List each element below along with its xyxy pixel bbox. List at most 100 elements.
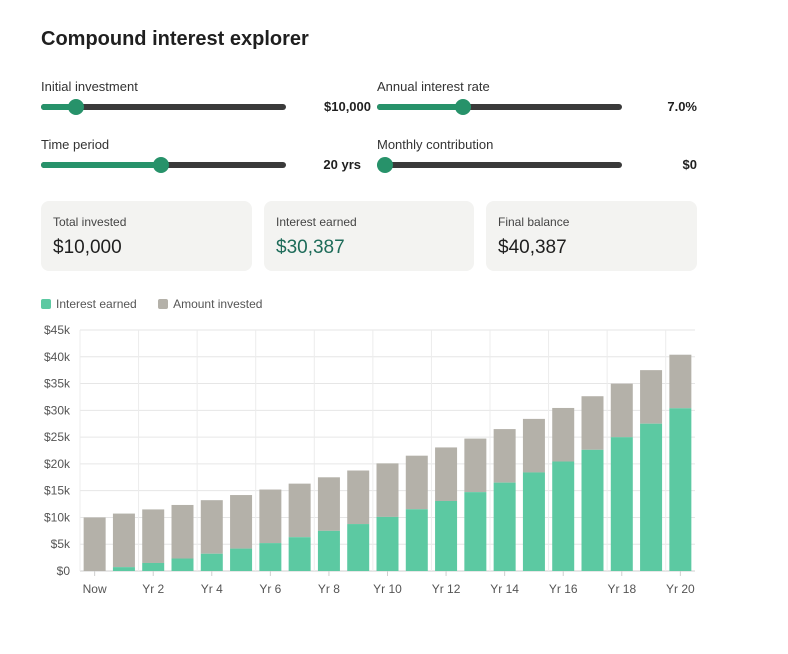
- bar-interest: [288, 537, 311, 571]
- initial-investment-value: $10,000: [324, 99, 371, 114]
- bar-invested: [288, 483, 311, 538]
- y-tick-label: $45k: [44, 323, 71, 337]
- monthly-contribution-value: $0: [682, 157, 697, 172]
- interest-earned-value: $30,387: [276, 237, 345, 258]
- x-tick-label: Yr 4: [201, 582, 223, 596]
- legend-swatch-interest: [41, 299, 51, 309]
- bar-invested: [464, 438, 487, 493]
- bar-interest: [669, 408, 692, 571]
- annual-interest-rate-value: 7.0%: [667, 99, 697, 114]
- slider-thumb[interactable]: [454, 99, 471, 115]
- bar-invested: [640, 370, 663, 424]
- total-invested-label: Total invested: [53, 215, 127, 229]
- bar-interest: [640, 423, 663, 571]
- bar-interest: [347, 524, 370, 571]
- bar-invested: [259, 489, 282, 544]
- bar-interest: [200, 553, 223, 571]
- x-tick-label: Yr 18: [607, 582, 636, 596]
- initial-investment-slider[interactable]: [41, 99, 286, 115]
- bar-interest: [317, 530, 340, 571]
- page-title: Compound interest explorer: [41, 28, 309, 50]
- bar-invested: [552, 407, 575, 462]
- bar-interest: [464, 492, 487, 571]
- y-tick-label: $35k: [44, 377, 71, 391]
- bar-invested: [83, 517, 106, 571]
- annual-interest-rate-slider[interactable]: [377, 99, 622, 115]
- bar-interest: [552, 461, 575, 571]
- bar-interest: [259, 543, 282, 571]
- bar-invested: [230, 495, 253, 549]
- slider-fill: [41, 104, 77, 110]
- slider-fill: [41, 162, 162, 168]
- bar-invested: [435, 447, 458, 501]
- y-tick-label: $10k: [44, 510, 71, 524]
- x-tick-label: Yr 16: [549, 582, 578, 596]
- bar-invested: [200, 500, 223, 554]
- x-tick-label: Yr 20: [666, 582, 695, 596]
- time-period-label: Time period: [41, 137, 110, 152]
- y-tick-label: $5k: [51, 537, 71, 551]
- bar-invested: [405, 455, 428, 510]
- slider-thumb[interactable]: [377, 157, 393, 173]
- bar-interest: [230, 548, 253, 571]
- bar-interest: [610, 437, 633, 571]
- time-period-slider[interactable]: [41, 157, 286, 173]
- interest-earned-label: Interest earned: [276, 215, 357, 229]
- bar-invested: [610, 383, 633, 438]
- time-period-value: 20 yrs: [323, 157, 361, 172]
- legend-item-interest[interactable]: Interest earned: [41, 297, 137, 311]
- bar-invested: [142, 509, 165, 563]
- bar-invested: [171, 504, 194, 559]
- x-tick-label: Yr 2: [142, 582, 164, 596]
- y-tick-label: $0: [57, 564, 71, 578]
- final-balance-value: $40,387: [498, 237, 567, 258]
- bar-interest: [405, 509, 428, 571]
- bar-interest: [581, 449, 604, 571]
- initial-investment-control: Initial investment $10,000: [41, 79, 371, 129]
- bar-invested: [522, 418, 545, 473]
- annual-interest-rate-control: Annual interest rate 7.0%: [377, 79, 697, 129]
- time-period-control: Time period 20 yrs: [41, 137, 361, 187]
- total-invested-card: Total invested $10,000: [41, 201, 252, 271]
- final-balance-card: Final balance $40,387: [486, 201, 697, 271]
- y-tick-label: $30k: [44, 403, 71, 417]
- x-tick-label: Now: [83, 582, 107, 596]
- bar-invested: [493, 429, 516, 483]
- y-tick-label: $20k: [44, 457, 71, 471]
- bar-interest: [493, 482, 516, 571]
- bar-invested: [581, 396, 604, 450]
- monthly-contribution-slider[interactable]: [377, 157, 622, 173]
- x-tick-label: Yr 8: [318, 582, 340, 596]
- bar-interest: [112, 567, 135, 571]
- x-tick-label: Yr 10: [373, 582, 402, 596]
- slider-thumb[interactable]: [68, 99, 85, 115]
- interest-earned-card: Interest earned $30,387: [264, 201, 474, 271]
- bar-interest: [376, 516, 399, 571]
- legend-item-invested[interactable]: Amount invested: [158, 297, 262, 311]
- monthly-contribution-label: Monthly contribution: [377, 137, 494, 152]
- bar-invested: [347, 470, 370, 525]
- y-tick-label: $15k: [44, 484, 71, 498]
- y-tick-label: $40k: [44, 350, 71, 364]
- bar-interest: [142, 562, 165, 571]
- x-tick-label: Yr 14: [490, 582, 519, 596]
- monthly-contribution-control: Monthly contribution $0: [377, 137, 697, 187]
- legend-swatch-invested: [158, 299, 169, 309]
- bar-invested: [112, 513, 135, 568]
- bar-interest: [435, 500, 458, 571]
- bar-invested: [669, 354, 692, 409]
- slider-thumb[interactable]: [153, 157, 170, 173]
- bar-invested: [317, 477, 340, 531]
- x-tick-label: Yr 6: [259, 582, 281, 596]
- slider-fill: [377, 104, 463, 110]
- bar-interest: [522, 472, 545, 571]
- total-invested-value: $10,000: [53, 237, 122, 258]
- legend-label-interest: Interest earned: [56, 297, 137, 311]
- chart-legend: Interest earned Amount invested: [41, 297, 280, 311]
- y-tick-label: $25k: [44, 430, 71, 444]
- legend-label-invested: Amount invested: [173, 297, 263, 311]
- annual-interest-rate-label: Annual interest rate: [377, 79, 490, 94]
- balance-bar-chart: $0 $5k $10k $15k $20k $25k $30k $35k $40k $45k Now…: [44, 323, 695, 596]
- bar-interest: [171, 558, 194, 571]
- x-tick-label: Yr 12: [432, 582, 461, 596]
